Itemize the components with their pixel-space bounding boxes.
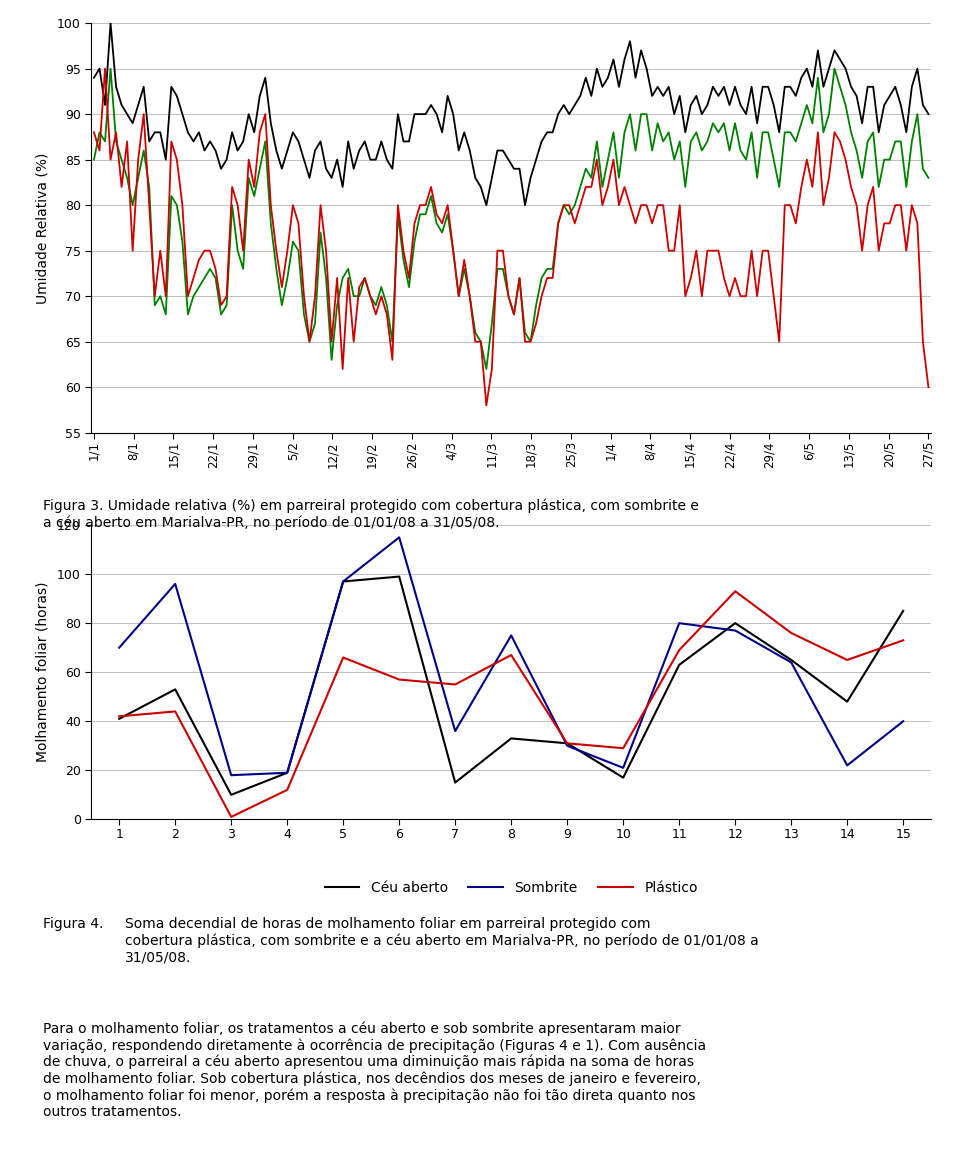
Y-axis label: Molhamento foliar (horas): Molhamento foliar (horas) bbox=[36, 582, 50, 763]
Plástico bbox=[785, 625, 797, 639]
Céu aberto bbox=[281, 766, 293, 780]
Plástico bbox=[481, 362, 492, 376]
Plástico bbox=[113, 710, 125, 724]
Sombrite bbox=[381, 152, 393, 166]
Sombrite bbox=[88, 70, 100, 84]
Sombrite bbox=[673, 616, 684, 630]
Y-axis label: Umidade Relativa (%): Umidade Relativa (%) bbox=[36, 152, 50, 304]
Céu aberto bbox=[923, 381, 934, 395]
Céu aberto bbox=[303, 335, 315, 349]
Céu aberto bbox=[169, 682, 180, 696]
Plástico bbox=[281, 784, 293, 797]
Céu aberto bbox=[449, 775, 461, 789]
Céu aberto bbox=[481, 398, 492, 412]
Sombrite bbox=[169, 577, 180, 591]
Sombrite bbox=[281, 766, 293, 780]
Line: Céu aberto: Céu aberto bbox=[119, 577, 903, 795]
Plástico bbox=[88, 152, 100, 166]
Plástico bbox=[730, 584, 741, 598]
Plástico bbox=[841, 653, 852, 667]
Legend: Céu aberto, Sombrite, Plástico: Céu aberto, Sombrite, Plástico bbox=[319, 876, 704, 900]
Céu aberto bbox=[221, 290, 232, 304]
Line: Plástico: Plástico bbox=[119, 591, 903, 817]
Plástico bbox=[394, 673, 405, 687]
Sombrite bbox=[641, 61, 653, 75]
Plástico bbox=[337, 651, 348, 665]
Céu aberto bbox=[381, 307, 393, 321]
Sombrite bbox=[730, 623, 741, 637]
Line: Sombrite: Sombrite bbox=[119, 538, 903, 775]
Line: Céu aberto: Céu aberto bbox=[94, 68, 928, 405]
Text: Para o molhamento foliar, os tratamentos a céu aberto e sob sombrite apresentara: Para o molhamento foliar, os tratamentos… bbox=[43, 1021, 707, 1119]
Céu aberto bbox=[505, 732, 516, 745]
Plástico bbox=[898, 634, 909, 647]
Plástico bbox=[562, 736, 573, 750]
Sombrite bbox=[394, 531, 405, 545]
Text: Figura 4.: Figura 4. bbox=[43, 917, 104, 931]
Céu aberto bbox=[658, 198, 669, 212]
Sombrite bbox=[226, 769, 237, 782]
Sombrite bbox=[105, 16, 116, 30]
Sombrite bbox=[337, 575, 348, 589]
Plástico bbox=[303, 335, 315, 349]
Plástico bbox=[221, 299, 232, 313]
Line: Plástico: Plástico bbox=[94, 68, 928, 369]
Céu aberto bbox=[641, 198, 653, 212]
Plástico bbox=[449, 677, 461, 691]
Sombrite bbox=[562, 739, 573, 752]
Plástico bbox=[923, 171, 934, 185]
Sombrite bbox=[481, 198, 492, 212]
Legend: Céu aberto, Sombrite, Plástico: Céu aberto, Sombrite, Plástico bbox=[319, 556, 704, 582]
Céu aberto bbox=[562, 736, 573, 750]
Céu aberto bbox=[617, 771, 629, 785]
Sombrite bbox=[841, 758, 852, 772]
Plástico bbox=[658, 135, 669, 149]
Céu aberto bbox=[785, 653, 797, 667]
Céu aberto bbox=[673, 658, 684, 672]
Text: Figura 3. Umidade relativa (%) em parreiral protegido com cobertura plástica, co: Figura 3. Umidade relativa (%) em parrei… bbox=[43, 499, 699, 530]
Plástico bbox=[105, 61, 116, 75]
Line: Sombrite: Sombrite bbox=[94, 23, 928, 205]
Céu aberto bbox=[226, 788, 237, 802]
Sombrite bbox=[617, 760, 629, 774]
Sombrite bbox=[449, 725, 461, 739]
Céu aberto bbox=[841, 695, 852, 709]
Céu aberto bbox=[337, 575, 348, 589]
Plástico bbox=[381, 299, 393, 313]
Sombrite bbox=[221, 152, 232, 166]
Céu aberto bbox=[99, 61, 110, 75]
Sombrite bbox=[113, 640, 125, 654]
Plástico bbox=[121, 171, 132, 185]
Céu aberto bbox=[730, 616, 741, 630]
Plástico bbox=[617, 741, 629, 755]
Plástico bbox=[226, 810, 237, 824]
Sombrite bbox=[658, 89, 669, 103]
Text: Soma decendial de horas de molhamento foliar em parreiral protegido com
cobertur: Soma decendial de horas de molhamento fo… bbox=[125, 917, 758, 965]
Plástico bbox=[505, 649, 516, 662]
Sombrite bbox=[785, 655, 797, 669]
Céu aberto bbox=[898, 604, 909, 617]
Sombrite bbox=[121, 107, 132, 121]
Sombrite bbox=[303, 171, 315, 185]
Céu aberto bbox=[113, 712, 125, 726]
Sombrite bbox=[923, 107, 934, 121]
Céu aberto bbox=[394, 570, 405, 584]
Sombrite bbox=[505, 629, 516, 643]
Plástico bbox=[169, 704, 180, 718]
Plástico bbox=[641, 107, 653, 121]
Sombrite bbox=[898, 714, 909, 728]
Céu aberto bbox=[121, 135, 132, 149]
Céu aberto bbox=[88, 126, 100, 140]
Plástico bbox=[673, 643, 684, 657]
